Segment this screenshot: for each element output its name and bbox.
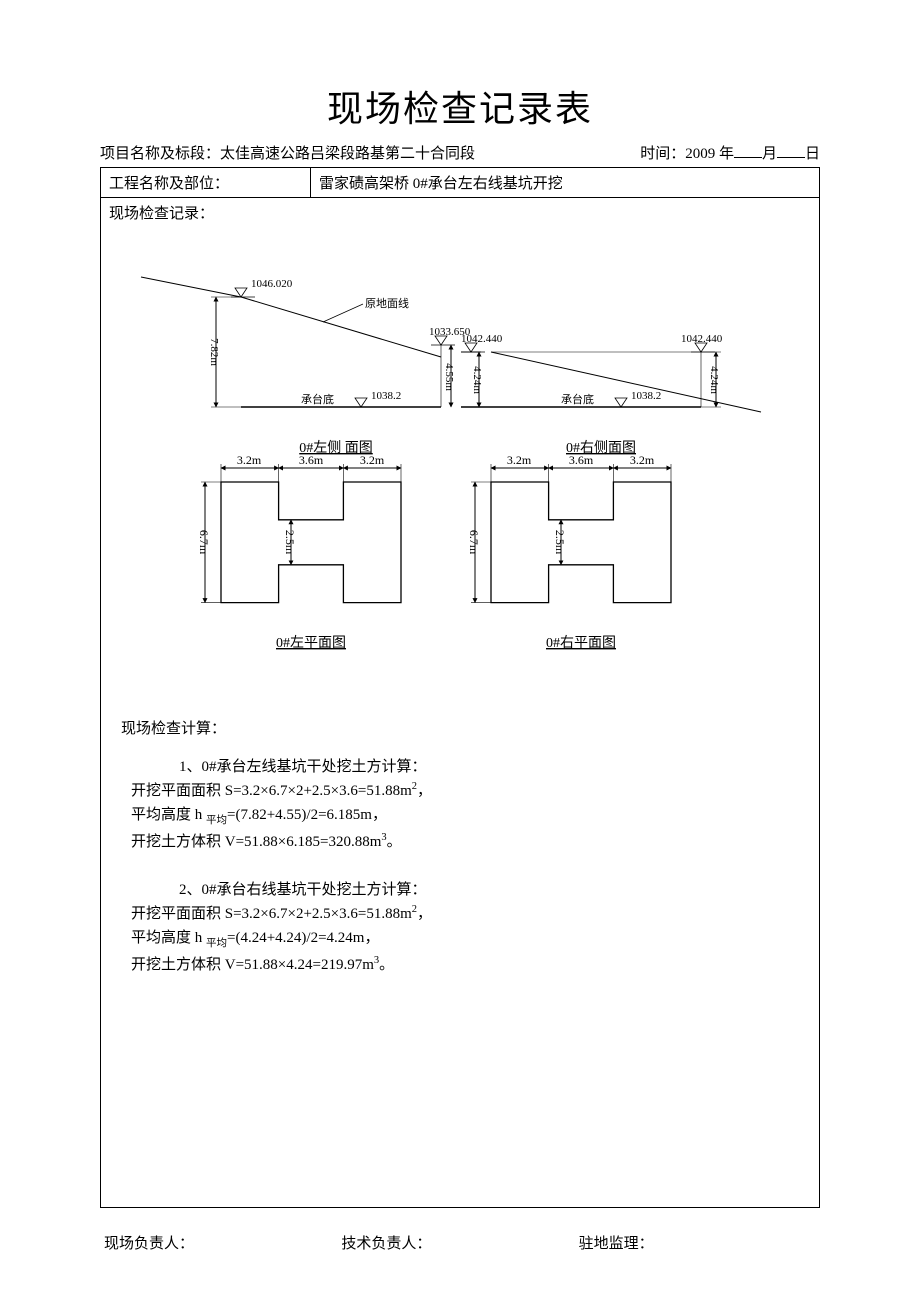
project-section: 项目名称及标段：太佳高速公路吕梁段路基第二十合同段 [100, 142, 475, 163]
plan-right: 3.2m 3.6m 3.2m 6.7m 2.5m 0#右平面图 [467, 453, 671, 651]
calc2-l3: 开挖土方体积 V=51.88×4.24=219.97m3。 [131, 953, 799, 977]
dim-n2: 2.5m [553, 530, 567, 555]
h-left: 7.82m [208, 338, 220, 366]
calc-block-1: 1、0#承台左线基坑干处挖土方计算： 开挖平面面积 S=3.2×6.7×2+2.… [131, 755, 799, 854]
calc1-l2a: 平均高度 h [131, 807, 206, 823]
dim-h2: 6.7m [467, 530, 481, 555]
sup-2b: 2 [412, 904, 417, 915]
sign-supervisor: 驻地监理： [579, 1232, 816, 1253]
ground-line-label: 原地面线 [365, 296, 409, 310]
row-project-part: 工程名称及部位： 雷家碛高架桥 0#承台左右线基坑开挖 [101, 168, 819, 198]
elev-1042b: 1042.440 [681, 333, 723, 345]
calc2-l2: 平均高度 h 平均=(4.24+4.24)/2=4.24m， [131, 926, 799, 953]
calc2-l2b: =(4.24+4.24)/2=4.24m， [227, 930, 379, 946]
sign-site: 现场负责人： [104, 1232, 341, 1253]
plan-left-caption: 0#左平面图 [276, 635, 346, 651]
dim-c2: 3.2m [630, 453, 655, 467]
calc1-l3: 开挖土方体积 V=51.88×6.185=320.88m3。 [131, 830, 799, 854]
part-label: 工程名称及部位： [101, 168, 311, 197]
dim-b2: 3.6m [569, 453, 594, 467]
dim-c1: 3.2m [360, 453, 385, 467]
calc-block-2: 2、0#承台右线基坑干处挖土方计算： 开挖平面面积 S=3.2×6.7×2+2.… [131, 878, 799, 977]
calc2-l1: 开挖平面面积 S=3.2×6.7×2+2.5×3.6=51.88m2， [131, 902, 799, 926]
diagram-area: 原地面线 1046.020 7.82m 承台底 1038.2 [101, 227, 819, 707]
dim-h1: 6.7m [197, 530, 211, 555]
dim-n1: 2.5m [283, 530, 297, 555]
diagrams-svg: 原地面线 1046.020 7.82m 承台底 1038.2 [101, 227, 821, 707]
sub-avg1: 平均 [206, 815, 227, 826]
sign-row: 现场负责人： 技术负责人： 驻地监理： [100, 1232, 820, 1253]
dim-b1: 3.6m [299, 453, 324, 467]
right-bottom-elev: 1038.2 [631, 390, 661, 402]
sup-3b: 3 [374, 955, 379, 966]
record-label: 现场检查记录： [101, 198, 819, 227]
meta-row: 项目名称及标段：太佳高速公路吕梁段路基第二十合同段 时间：2009 年 月 日 [100, 142, 820, 163]
time-section: 时间：2009 年 月 日 [640, 142, 820, 163]
calc-area: 现场检查计算： 1、0#承台左线基坑干处挖土方计算： 开挖平面面积 S=3.2×… [101, 707, 819, 1207]
calc2-l3a: 开挖土方体积 V=51.88×4.24=219.97m [131, 957, 374, 973]
page-title: 现场检查记录表 [100, 80, 820, 132]
day-suffix: 日 [805, 146, 820, 162]
sup-2a: 2 [412, 781, 417, 792]
calc1-l2b: =(7.82+4.55)/2=6.185m， [227, 807, 387, 823]
project-value: 太佳高速公路吕梁段路基第二十合同段 [220, 146, 475, 162]
calc1-hd: 1、0#承台左线基坑干处挖土方计算： [179, 755, 799, 779]
time-prefix: 时间：2009 年 [640, 146, 734, 162]
dim-a2: 3.2m [507, 453, 532, 467]
dim-a1: 3.2m [237, 453, 262, 467]
right-bottom-label: 承台底 [561, 392, 594, 406]
calc2-hd: 2、0#承台右线基坑干处挖土方计算： [179, 878, 799, 902]
month-suffix: 月 [762, 146, 777, 162]
calc1-l2: 平均高度 h 平均=(7.82+4.55)/2=6.185m， [131, 803, 799, 830]
project-label: 项目名称及标段： [100, 146, 220, 162]
elevation-right: 1042.440 4.24m 承台底 1038.2 0#右侧面图 [491, 333, 761, 456]
sign-tech: 技术负责人： [341, 1232, 578, 1253]
form-box: 工程名称及部位： 雷家碛高架桥 0#承台左右线基坑开挖 现场检查记录： [100, 167, 820, 1208]
calc-title: 现场检查计算： [121, 717, 799, 741]
part-value: 雷家碛高架桥 0#承台左右线基坑开挖 [311, 168, 819, 197]
day-blank[interactable] [777, 142, 805, 158]
page: 现场检查记录表 项目名称及标段：太佳高速公路吕梁段路基第二十合同段 时间：200… [0, 0, 920, 1302]
calc1-l1a: 开挖平面面积 S=3.2×6.7×2+2.5×3.6=51.88m [131, 783, 412, 799]
sup-3a: 3 [381, 832, 386, 843]
elev-1046: 1046.020 [251, 278, 293, 290]
month-blank[interactable] [734, 142, 762, 158]
plan-left: 3.2m 3.6m 3.2m 6.7m 2.5m 0#左平面图 [197, 453, 401, 651]
h-455: 4.55m [443, 363, 455, 391]
sub-avg2: 平均 [206, 938, 227, 949]
elev-1042a: 1042.440 [461, 333, 503, 345]
calc2-l2a: 平均高度 h [131, 930, 206, 946]
plan-right-caption: 0#右平面图 [546, 635, 616, 651]
calc2-l1a: 开挖平面面积 S=3.2×6.7×2+2.5×3.6=51.88m [131, 906, 412, 922]
h-424a: 4.24m [471, 366, 483, 394]
calc1-l1: 开挖平面面积 S=3.2×6.7×2+2.5×3.6=51.88m2， [131, 779, 799, 803]
elevation-left: 原地面线 1046.020 7.82m 承台底 1038.2 [141, 277, 503, 456]
left-bottom-elev: 1038.2 [371, 390, 401, 402]
calc1-l3a: 开挖土方体积 V=51.88×6.185=320.88m [131, 834, 381, 850]
h-424b: 4.24m [708, 366, 720, 394]
left-bottom-label: 承台底 [301, 392, 334, 406]
